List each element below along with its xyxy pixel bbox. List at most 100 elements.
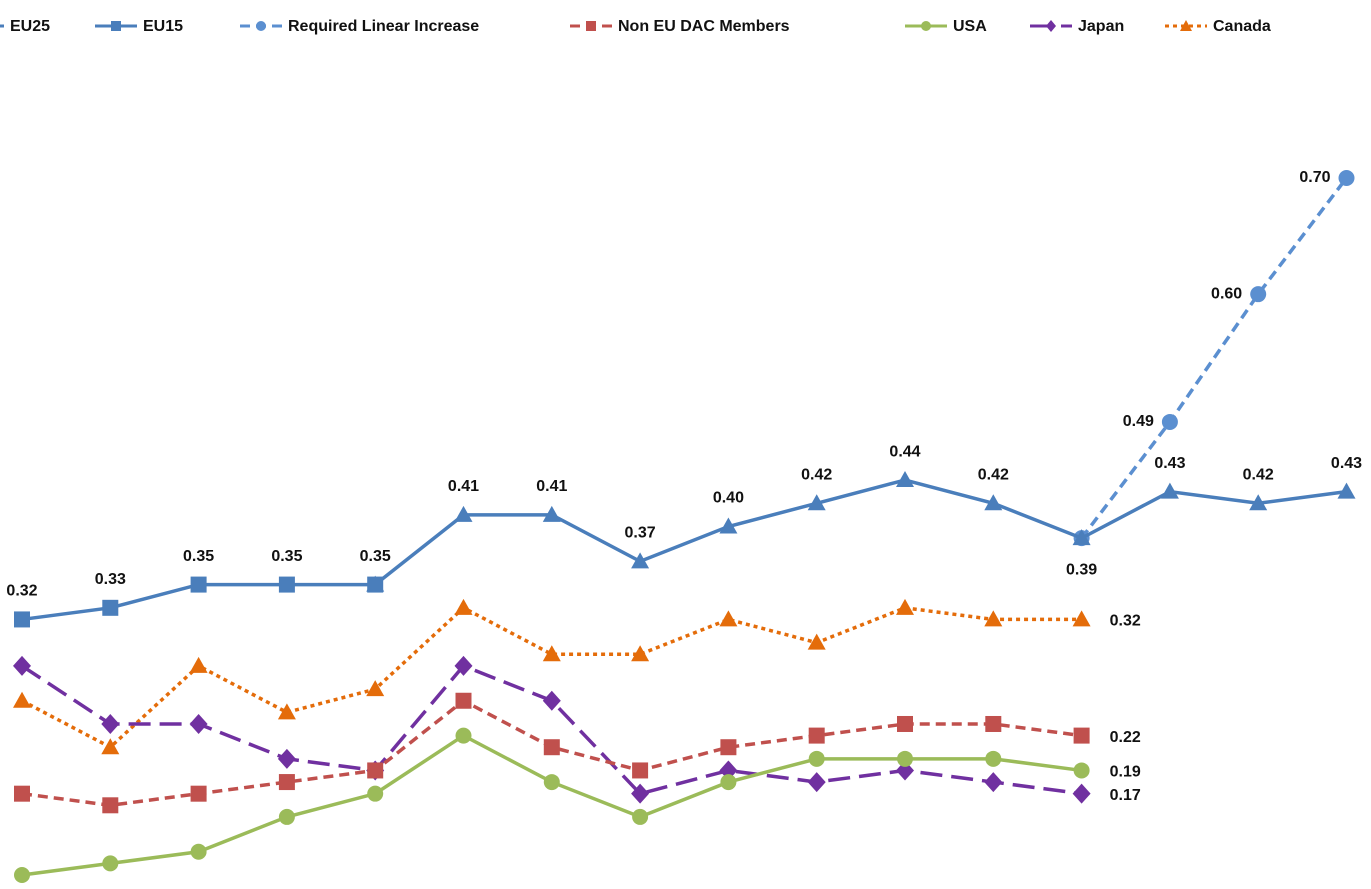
legend-label: Required Linear Increase [288, 18, 479, 35]
data-point [719, 760, 738, 781]
data-point [367, 785, 384, 802]
data-point [631, 645, 650, 662]
data-point [1073, 727, 1090, 744]
data-point [454, 655, 473, 676]
data-point [985, 750, 1002, 767]
data-point [896, 471, 914, 488]
data-point [1072, 783, 1091, 804]
data-label: 0.60 [1211, 285, 1242, 302]
data-point [543, 739, 560, 756]
series-line [21, 733, 1082, 877]
legend-item: Canada [1165, 18, 1271, 35]
data-point [1250, 286, 1267, 303]
data-point [367, 576, 384, 593]
series-line [21, 605, 1082, 750]
data-point [1338, 170, 1355, 186]
data-label: 0.40 [713, 490, 744, 507]
data-label: 0.70 [1299, 169, 1330, 186]
data-point [631, 783, 650, 804]
data-point [278, 774, 295, 791]
legend-label: Japan [1078, 18, 1124, 35]
data-point [808, 750, 825, 767]
data-point [454, 598, 473, 615]
data-point [13, 691, 31, 708]
data-point [190, 576, 207, 593]
data-point [807, 494, 826, 511]
data-point [632, 808, 649, 825]
data-point [896, 760, 914, 781]
data-point [984, 772, 1003, 793]
data-point [896, 598, 914, 615]
data-point [102, 797, 119, 814]
data-point [102, 599, 119, 616]
data-label: 0.42 [978, 466, 1009, 483]
data-point [14, 611, 30, 628]
data-point [984, 494, 1003, 511]
legend-label: Canada [1213, 18, 1271, 35]
data-point [366, 680, 385, 697]
legend-item: Japan [1030, 18, 1124, 35]
data-point [719, 610, 738, 627]
data-point [455, 692, 472, 709]
data-label: 0.43 [1331, 455, 1362, 472]
legend-swatch-marker [256, 21, 266, 31]
data-point [101, 713, 120, 734]
data-label: 0.19 [1110, 764, 1141, 781]
data-point [720, 774, 737, 791]
data-point [543, 774, 560, 791]
data-point [1072, 610, 1091, 627]
legend-swatch-marker [1180, 20, 1192, 31]
legend-label: USA [953, 18, 987, 35]
data-point [542, 645, 561, 662]
data-point [367, 762, 384, 779]
data-point [277, 703, 296, 720]
legend-item: EU15 [95, 18, 183, 35]
data-point [807, 633, 826, 650]
data-label: 0.35 [183, 548, 214, 565]
data-point [720, 739, 737, 756]
data-label: 0.41 [536, 478, 567, 495]
data-label: 0.37 [625, 525, 656, 542]
legend-label: EU25 [10, 18, 50, 35]
series-line [1080, 176, 1348, 540]
data-point [14, 785, 30, 802]
data-point [1073, 762, 1090, 779]
data-point [190, 785, 207, 802]
legend-label: Non EU DAC Members [618, 18, 790, 35]
data-point [189, 656, 208, 673]
data-point [719, 517, 738, 534]
legend-swatch-marker [111, 21, 121, 31]
data-point [278, 576, 295, 593]
data-label: 0.44 [889, 443, 920, 460]
data-point [897, 715, 913, 732]
series-line [374, 478, 1347, 586]
legend-item: USA [905, 18, 987, 35]
data-point [278, 808, 295, 825]
data-label: 0.43 [1154, 455, 1185, 472]
data-point [277, 748, 296, 769]
legend-swatch-marker [921, 21, 931, 31]
data-label: 0.35 [360, 548, 391, 565]
data-label: 0.32 [6, 583, 37, 600]
data-label: 0.49 [1123, 413, 1154, 430]
data-point [190, 843, 207, 860]
data-point [1160, 482, 1179, 499]
data-label: 0.33 [95, 571, 126, 588]
data-label: 0.42 [801, 466, 832, 483]
data-point [542, 505, 561, 522]
data-label: 0.32 [1110, 613, 1141, 630]
legend-item: Non EU DAC Members [570, 18, 790, 35]
data-point [808, 727, 825, 744]
data-point [897, 750, 913, 767]
data-label: 0.22 [1110, 729, 1141, 746]
data-label: 0.41 [448, 478, 479, 495]
data-point [101, 738, 120, 755]
data-label: 0.42 [1243, 466, 1274, 483]
data-point [1161, 413, 1178, 430]
data-point [454, 505, 473, 522]
data-point [632, 762, 649, 779]
legend-item: Required Linear Increase [240, 18, 479, 35]
legend-swatch-marker [586, 21, 596, 31]
data-point [189, 713, 208, 734]
